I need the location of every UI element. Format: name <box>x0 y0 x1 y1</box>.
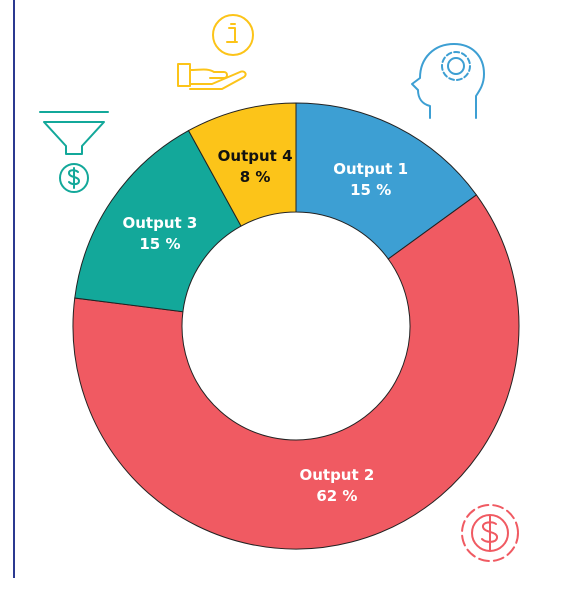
slice-value-label: 62 % <box>316 487 357 505</box>
slice-label: Output 2 <box>299 466 374 484</box>
slice-value-label: 8 % <box>240 168 271 186</box>
donut: Output 1 15 % Output 2 62 % Output 3 15 % Outp… <box>72 102 520 550</box>
info-hand-icon <box>177 14 254 90</box>
slice-value-label: 15 % <box>139 235 180 253</box>
donut-slice <box>187 102 297 227</box>
gear-dollar-icon <box>461 504 519 562</box>
slice-label: Output 1 <box>333 160 408 178</box>
slice-label: Output 3 <box>123 214 198 232</box>
head-gear-icon <box>411 43 485 119</box>
donut-slice <box>72 194 520 550</box>
slice-label: Output 4 <box>218 147 293 165</box>
funnel-dollar-icon <box>39 111 109 193</box>
slice-value-label: 15 % <box>350 181 391 199</box>
